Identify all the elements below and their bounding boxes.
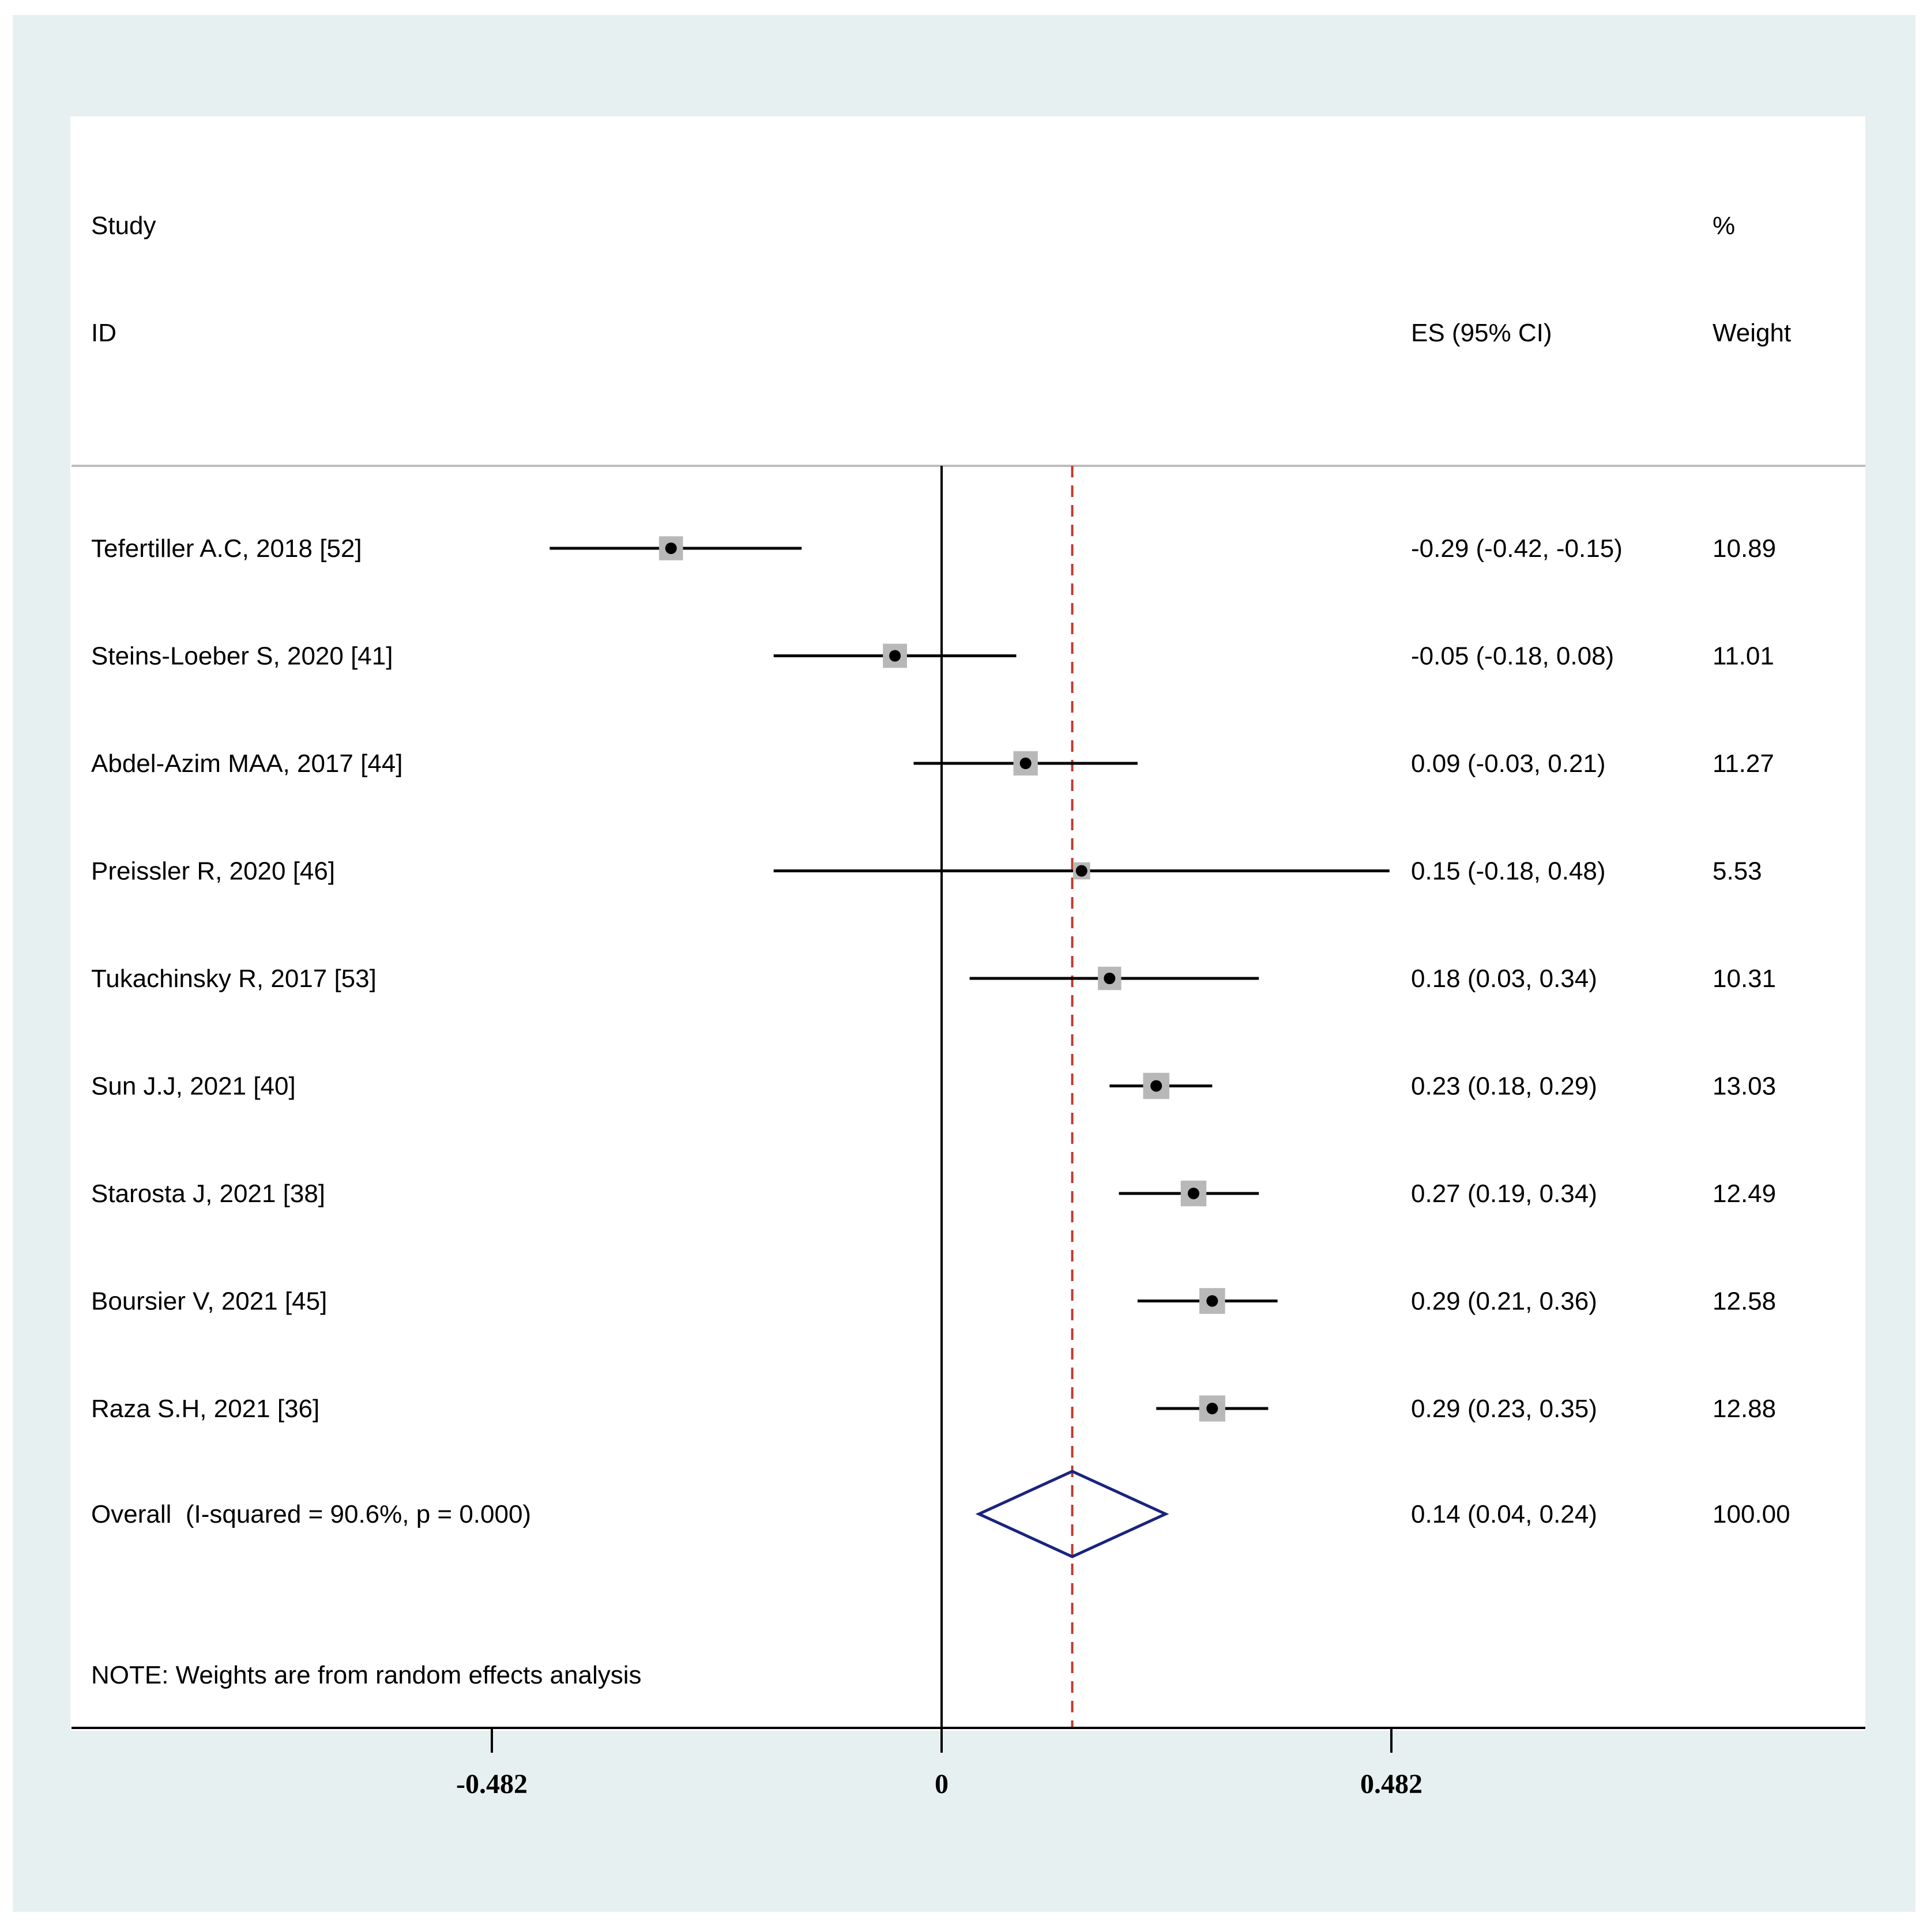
study-label: Raza S.H, 2021 [36] xyxy=(91,1395,319,1423)
x-tick-label: 0 xyxy=(935,1769,949,1799)
study-ci-text: 0.18 (0.03, 0.34) xyxy=(1411,965,1597,993)
study-point xyxy=(1075,865,1087,877)
x-tick-label: 0.482 xyxy=(1360,1769,1423,1799)
study-row: Tukachinsky R, 2017 [53] 0.18 (0.03, 0.34… xyxy=(91,965,1776,993)
study-weight-text: 10.31 xyxy=(1713,965,1776,993)
study-row: Preissler R, 2020 [46] 0.15 (-0.18, 0.48)… xyxy=(91,857,1762,886)
study-ci-text: 0.27 (0.19, 0.34) xyxy=(1411,1180,1597,1208)
header-percent: % xyxy=(1713,212,1735,240)
study-row: Steins-Loeber S, 2020 [41] -0.05 (-0.18, … xyxy=(91,642,1774,671)
study-weight-text: 13.03 xyxy=(1713,1072,1776,1101)
study-ci-text: 0.29 (0.23, 0.35) xyxy=(1411,1395,1597,1423)
study-point xyxy=(1019,758,1032,769)
study-label: Steins-Loeber S, 2020 [41] xyxy=(91,642,393,671)
overall-label: Overall (I-squared = 90.6%, p = 0.000) xyxy=(91,1500,531,1528)
study-weight-text: 11.01 xyxy=(1713,642,1774,671)
study-point xyxy=(889,650,901,662)
overall-ci-text: 0.14 (0.04, 0.24) xyxy=(1411,1500,1597,1528)
study-row: Sun J.J, 2021 [40] 0.23 (0.18, 0.29) 13.03 xyxy=(91,1072,1776,1101)
study-point xyxy=(665,543,677,554)
study-row: Abdel-Azim MAA, 2017 [44] 0.09 (-0.03, 0.… xyxy=(91,750,1774,778)
study-point xyxy=(1206,1403,1218,1414)
study-point xyxy=(1150,1080,1162,1092)
study-row: Tefertiller A.C, 2018 [52] -0.29 (-0.42, … xyxy=(91,534,1776,563)
study-point xyxy=(1206,1295,1218,1307)
study-weight-text: 12.58 xyxy=(1713,1287,1776,1316)
header-study: Study xyxy=(91,212,156,240)
study-ci-text: 0.09 (-0.03, 0.21) xyxy=(1411,750,1606,778)
study-ci-text: -0.05 (-0.18, 0.08) xyxy=(1411,642,1614,671)
x-tick-label: -0.482 xyxy=(456,1769,528,1799)
study-row: Raza S.H, 2021 [36] 0.29 (0.23, 0.35) 12.8… xyxy=(91,1395,1776,1423)
study-label: Tefertiller A.C, 2018 [52] xyxy=(91,534,362,563)
header-weight: Weight xyxy=(1713,319,1791,347)
header-id: ID xyxy=(91,319,116,347)
study-label: Sun J.J, 2021 [40] xyxy=(91,1072,296,1101)
study-weight-text: 12.88 xyxy=(1713,1395,1776,1423)
note-text: NOTE: Weights are from random effects an… xyxy=(91,1661,642,1689)
study-weight-text: 5.53 xyxy=(1713,857,1762,886)
study-label: Abdel-Azim MAA, 2017 [44] xyxy=(91,750,402,778)
overall-weight-text: 100.00 xyxy=(1713,1500,1790,1528)
study-label: Tukachinsky R, 2017 [53] xyxy=(91,965,377,993)
study-row: Starosta J, 2021 [38] 0.27 (0.19, 0.34) 12… xyxy=(91,1180,1776,1208)
study-ci-text: 0.15 (-0.18, 0.48) xyxy=(1411,857,1606,886)
study-point xyxy=(1187,1188,1199,1199)
study-label: Preissler R, 2020 [46] xyxy=(91,857,335,886)
study-label: Starosta J, 2021 [38] xyxy=(91,1180,325,1208)
study-ci-text: -0.29 (-0.42, -0.15) xyxy=(1411,534,1623,563)
study-weight-text: 11.27 xyxy=(1713,750,1774,778)
study-label: Boursier V, 2021 [45] xyxy=(91,1287,327,1316)
study-point xyxy=(1104,973,1116,984)
study-weight-text: 12.49 xyxy=(1713,1180,1776,1208)
study-weight-text: 10.89 xyxy=(1713,534,1776,563)
overall-diamond xyxy=(975,1470,1169,1558)
study-row: Boursier V, 2021 [45] 0.29 (0.21, 0.36) 12… xyxy=(91,1287,1776,1316)
plot-panel xyxy=(70,116,1865,1731)
header-es-ci: ES (95% CI) xyxy=(1411,319,1552,347)
study-ci-text: 0.23 (0.18, 0.29) xyxy=(1411,1072,1597,1101)
study-ci-text: 0.29 (0.21, 0.36) xyxy=(1411,1287,1597,1316)
